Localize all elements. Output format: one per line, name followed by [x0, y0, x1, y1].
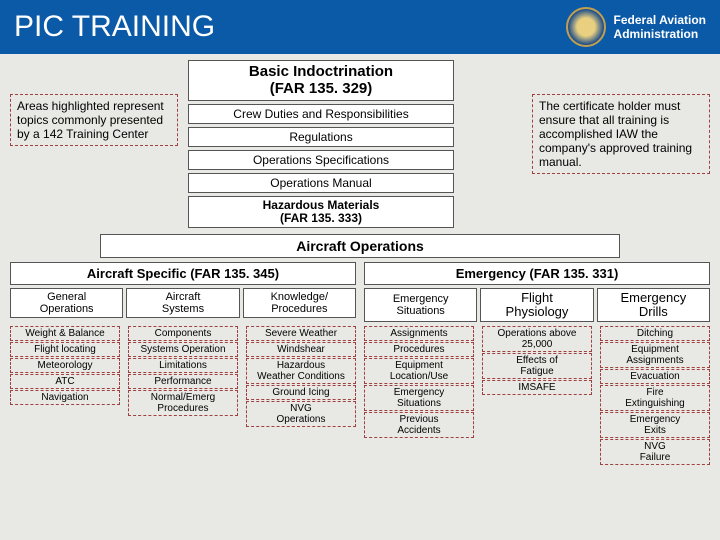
detail-situations: AssignmentsProceduresEquipment Location/…	[364, 326, 474, 465]
detail-item: Ground Icing	[246, 385, 356, 400]
detail-item: Limitations	[128, 358, 238, 373]
basic-column: Basic Indoctrination (FAR 135. 329) Crew…	[188, 60, 454, 228]
detail-systems: ComponentsSystems OperationLimitationsPe…	[128, 326, 238, 465]
aircraft-ops-header: Aircraft Operations	[100, 234, 620, 258]
emergency-col: Flight Physiology	[480, 288, 593, 323]
detail-item: Systems Operation	[128, 342, 238, 357]
detail-item: Weight & Balance	[10, 326, 120, 341]
specific-block: Aircraft Specific (FAR 135. 345) General…	[10, 262, 356, 323]
page-title: PIC TRAINING	[14, 10, 215, 44]
detail-item: Previous Accidents	[364, 412, 474, 438]
specific-col: General Operations	[10, 288, 123, 318]
basic-item: Hazardous Materials (FAR 135. 333)	[188, 196, 454, 228]
agency-line1: Federal Aviation	[614, 13, 706, 27]
detail-item: Procedures	[364, 342, 474, 357]
top-row: Areas highlighted represent topics commo…	[10, 60, 710, 228]
detail-knowledge: Severe WeatherWindshearHazardous Weather…	[246, 326, 356, 465]
detail-item: Flight locating	[10, 342, 120, 357]
faa-seal-icon	[566, 7, 606, 47]
right-note: The certificate holder must ensure that …	[532, 94, 710, 174]
two-col: Aircraft Specific (FAR 135. 345) General…	[10, 262, 710, 323]
detail-item: Evacuation	[600, 369, 710, 384]
detail-drills: DitchingEquipment AssignmentsEvacuationF…	[600, 326, 710, 465]
detail-item: Operations above 25,000	[482, 326, 592, 352]
agency-line2: Administration	[614, 27, 706, 41]
detail-item: Fire Extinguishing	[600, 385, 710, 411]
detail-physiology: Operations above 25,000Effects of Fatigu…	[482, 326, 592, 465]
detail-item: Effects of Fatigue	[482, 353, 592, 379]
basic-item: Regulations	[188, 127, 454, 147]
agency-text: Federal Aviation Administration	[614, 13, 706, 42]
basic-item: Operations Manual	[188, 173, 454, 193]
detail-item: ATC	[10, 374, 120, 389]
agency-block: Federal Aviation Administration	[566, 7, 706, 47]
detail-item: Assignments	[364, 326, 474, 341]
emergency-header: Emergency (FAR 135. 331)	[364, 262, 710, 285]
detail-item: IMSAFE	[482, 380, 592, 395]
detail-item: NVG Operations	[246, 401, 356, 427]
detail-item: Emergency Situations	[364, 385, 474, 411]
detail-item: NVG Failure	[600, 439, 710, 465]
basic-item: Operations Specifications	[188, 150, 454, 170]
detail-item: Equipment Location/Use	[364, 358, 474, 384]
basic-title: Basic Indoctrination (FAR 135. 329)	[188, 60, 454, 101]
detail-item: Ditching	[600, 326, 710, 341]
detail-item: Normal/Emerg Procedures	[128, 390, 238, 416]
emergency-block: Emergency (FAR 135. 331) Emergency Situa…	[364, 262, 710, 323]
detail-item: Meteorology	[10, 358, 120, 373]
detail-item: Navigation	[10, 390, 120, 405]
detail-item: Hazardous Weather Conditions	[246, 358, 356, 384]
detail-item: Performance	[128, 374, 238, 389]
emergency-col: Emergency Situations	[364, 288, 477, 323]
detail-item: Windshear	[246, 342, 356, 357]
left-note: Areas highlighted represent topics commo…	[10, 94, 178, 146]
header: PIC TRAINING Federal Aviation Administra…	[0, 0, 720, 54]
detail-item: Equipment Assignments	[600, 342, 710, 368]
emergency-col: Emergency Drills	[597, 288, 710, 323]
detail-general: Weight & BalanceFlight locatingMeteorolo…	[10, 326, 120, 465]
detail-item: Components	[128, 326, 238, 341]
basic-item: Crew Duties and Responsibilities	[188, 104, 454, 124]
specific-col: Aircraft Systems	[126, 288, 239, 318]
specific-header: Aircraft Specific (FAR 135. 345)	[10, 262, 356, 285]
details-row: Weight & BalanceFlight locatingMeteorolo…	[10, 326, 710, 465]
content: Areas highlighted represent topics commo…	[0, 54, 720, 471]
detail-item: Severe Weather	[246, 326, 356, 341]
specific-col: Knowledge/ Procedures	[243, 288, 356, 318]
detail-item: Emergency Exits	[600, 412, 710, 438]
